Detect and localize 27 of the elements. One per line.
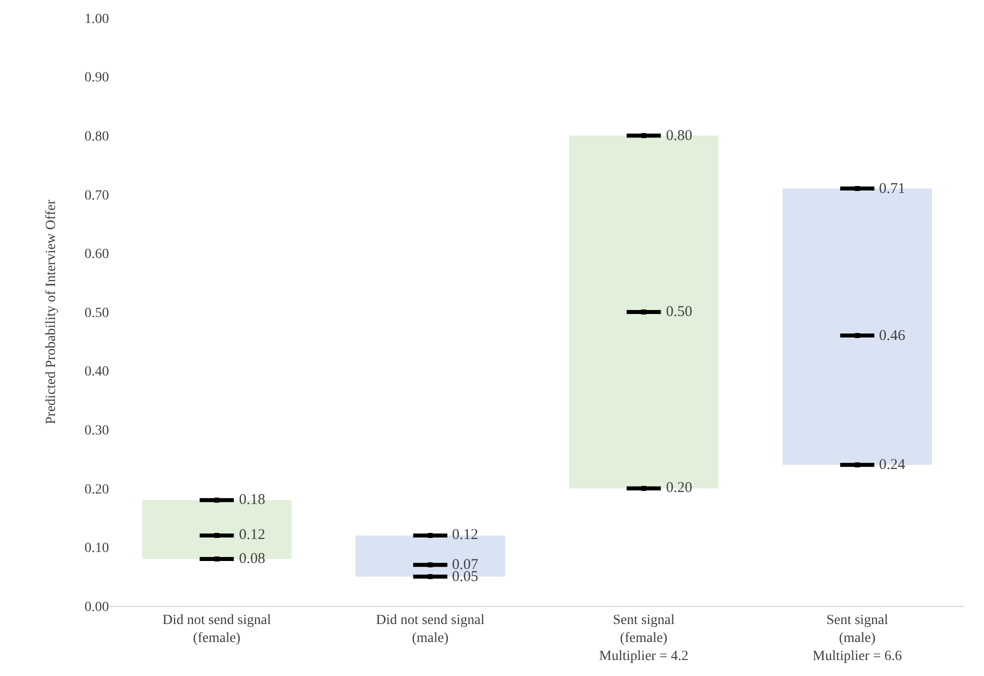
data-label: 0.12 xyxy=(452,527,478,543)
data-label: 0.20 xyxy=(666,480,692,496)
data-label: 0.80 xyxy=(666,128,692,144)
y-tick-label: 0.90 xyxy=(84,70,109,86)
data-label: 0.46 xyxy=(879,328,906,344)
y-tick-label: 0.50 xyxy=(84,306,109,321)
y-tick-label: 0.70 xyxy=(84,188,109,204)
data-label: 0.71 xyxy=(879,181,906,197)
y-tick-label: 0.20 xyxy=(84,482,109,498)
data-label: 0.18 xyxy=(239,492,266,508)
data-label: 0.08 xyxy=(239,551,266,567)
y-tick-label: 1.00 xyxy=(84,12,109,27)
x-tick-label: Did not send signal (male) xyxy=(376,612,485,646)
y-tick-label: 0.10 xyxy=(84,541,109,556)
data-label: 0.12 xyxy=(239,527,266,543)
data-label: 0.24 xyxy=(879,457,906,473)
x-tick-label: Did not send signal (female) xyxy=(162,612,272,646)
data-label: 0.50 xyxy=(666,304,692,320)
y-tick-label: 0.80 xyxy=(84,130,109,144)
y-tick-label: 0.30 xyxy=(84,424,109,438)
y-axis-title: Predicted Probability of Interview Offer xyxy=(44,199,60,424)
y-tick-label: 0.60 xyxy=(84,247,109,262)
y-tick-label: 0.00 xyxy=(84,600,109,615)
x-tick-label: Sent signal (female) Multiplier = 4.2 xyxy=(599,612,688,664)
x-tick-label: Sent signal (male) Multiplier = 6.6 xyxy=(812,612,902,664)
data-label: 0.05 xyxy=(452,569,478,585)
y-tick-label: 0.40 xyxy=(84,364,109,380)
